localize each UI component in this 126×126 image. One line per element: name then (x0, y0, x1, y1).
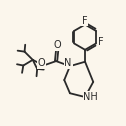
Text: N: N (64, 58, 72, 68)
Text: F: F (82, 15, 87, 26)
Text: O: O (54, 40, 61, 50)
Text: O: O (37, 58, 45, 68)
Text: F: F (98, 37, 104, 47)
Text: NH: NH (83, 92, 98, 102)
